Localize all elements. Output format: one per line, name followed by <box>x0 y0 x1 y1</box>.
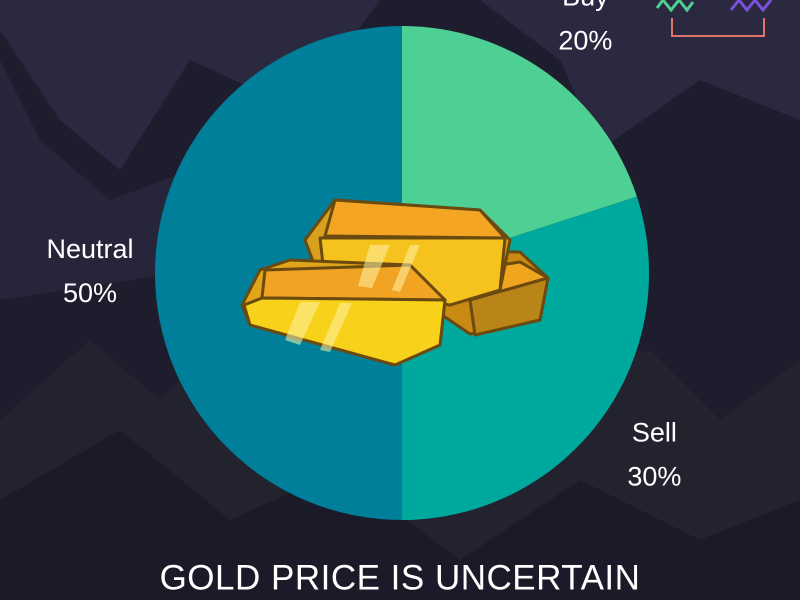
slice-label: Neutral <box>46 234 133 264</box>
value-label: 30% <box>627 462 681 492</box>
gold-bars <box>240 198 550 367</box>
corner-icons <box>655 0 773 37</box>
slice-label: Buy <box>562 0 609 12</box>
value-label: 20% <box>558 26 612 56</box>
chart-title: GOLD PRICE IS UNCERTAIN <box>160 558 641 597</box>
slice-label: Sell <box>632 418 677 448</box>
value-label: 50% <box>63 278 117 308</box>
